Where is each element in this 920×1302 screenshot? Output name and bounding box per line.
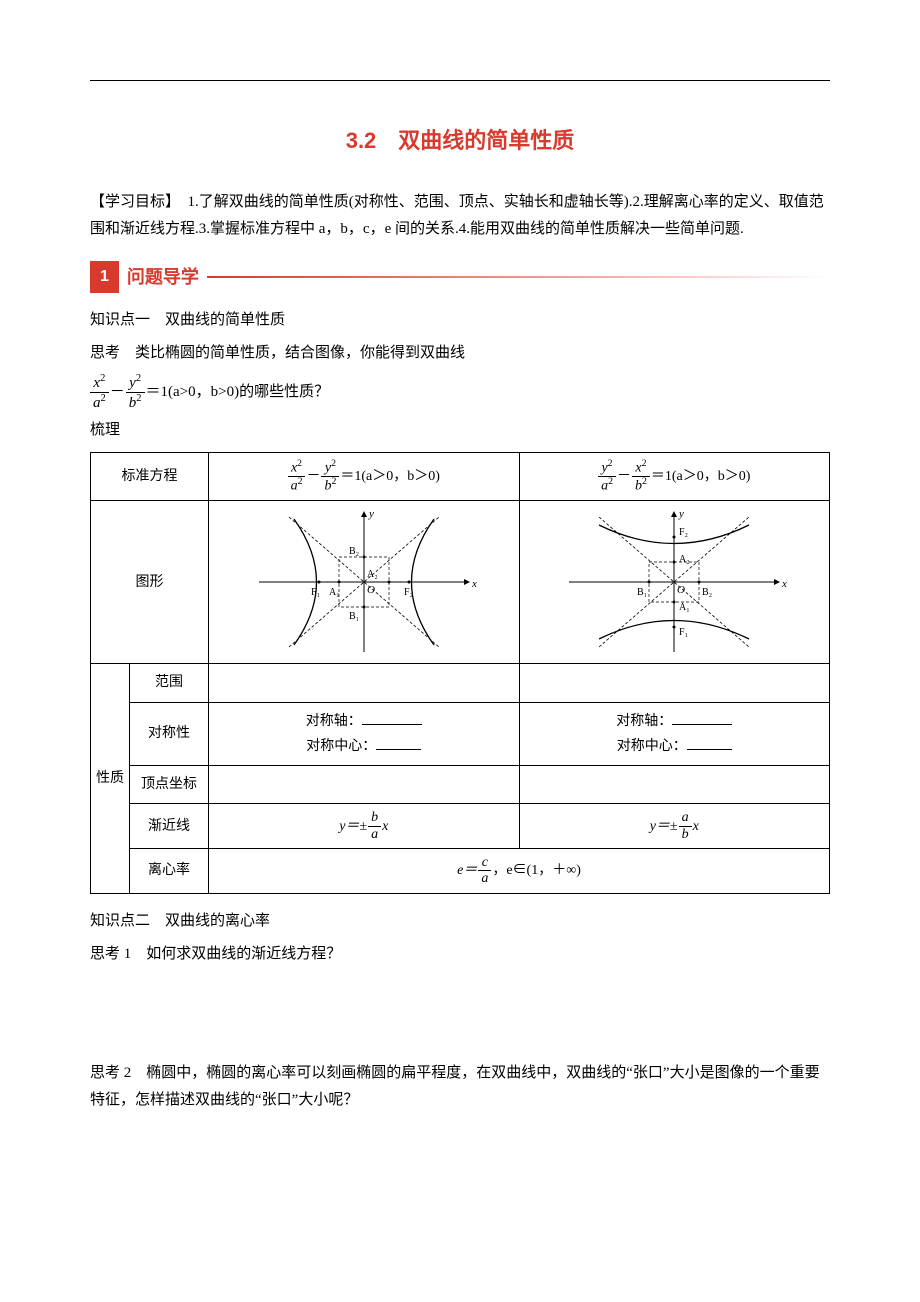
svg-text:A₂: A₂ (367, 569, 378, 580)
section-gradient-line (207, 276, 830, 278)
asymptote-label: 渐近线 (130, 804, 209, 849)
eccentricity-value: e＝ ca ，e∈(1，＋∞) (209, 849, 830, 894)
svg-text:F₂: F₂ (679, 527, 688, 538)
row-vertex: 顶点坐标 (91, 766, 830, 804)
asymptote-1: y＝± ba x (209, 804, 520, 849)
symmetry-2: 对称轴： 对称中心： (519, 702, 830, 765)
page: 3.2 双曲线的简单性质 【学习目标】 1.了解双曲线的简单性质(对称性、范围、… (0, 0, 920, 1302)
think-text: 类比椭圆的简单性质，结合图像，你能得到双曲线 (120, 345, 465, 361)
objectives-label: 【学习目标】 (90, 194, 173, 210)
symmetry-label: 对称性 (130, 702, 209, 765)
eccentricity-label: 离心率 (130, 849, 209, 894)
svg-text:F₂: F₂ (404, 587, 413, 598)
hyperbola-vertical-svg: x y O F₂ F₁ A₂ A₁ B₁ B₂ (559, 507, 789, 657)
properties-table: 标准方程 x2a2 － y2b2 ＝1(a＞0，b＞0) y2a2 － x2b2… (90, 452, 830, 893)
minus-sign: － (110, 379, 125, 406)
svg-text:B₂: B₂ (349, 546, 359, 557)
knowledge-point-1-heading: 知识点一 双曲线的简单性质 (90, 307, 830, 334)
think-1: 思考 1 如何求双曲线的渐近线方程？ (90, 941, 830, 968)
property-group-label: 性质 (91, 664, 130, 893)
think-prompt: 思考 类比椭圆的简单性质，结合图像，你能得到双曲线 (90, 340, 830, 367)
comb-label: 梳理 (90, 417, 830, 444)
section-number: 1 (90, 261, 119, 294)
blank-field (672, 710, 732, 725)
hyperbola-equation: x2a2 － y2b2 ＝1(a>0，b>0)的哪些性质？ (90, 373, 830, 411)
graph-label: 图形 (91, 501, 209, 664)
hyperbola-horizontal-svg: x y O F₁ F₂ A₁ A₂ B₂ (249, 507, 479, 657)
range-1 (209, 664, 520, 702)
svg-text:A₁: A₁ (329, 587, 340, 598)
svg-text:x: x (471, 578, 477, 590)
eq-tail: ＝1(a>0，b>0)的哪些性质？ (146, 379, 330, 406)
row-standard-eq: 标准方程 x2a2 － y2b2 ＝1(a＞0，b＞0) y2a2 － x2b2… (91, 453, 830, 501)
std-eq-2: y2a2 － x2b2 ＝1(a＞0，b＞0) (519, 453, 830, 501)
section-label: 问题导学 (119, 261, 207, 293)
think2-text: 椭圆中，椭圆的离心率可以刻画椭圆的扁平程度，在双曲线中，双曲线的“张口”大小是图… (90, 1065, 820, 1108)
svg-text:x: x (781, 578, 787, 590)
top-rule (90, 80, 830, 81)
svg-text:B₁: B₁ (349, 611, 359, 622)
row-range: 性质 范围 (91, 664, 830, 702)
vertex-label: 顶点坐标 (130, 766, 209, 804)
knowledge-point-2-heading: 知识点二 双曲线的离心率 (90, 908, 830, 935)
graph-vertical: x y O F₂ F₁ A₂ A₁ B₁ B₂ (519, 501, 830, 664)
think1-text: 如何求双曲线的渐近线方程？ (131, 946, 341, 962)
blank-field (376, 735, 421, 750)
blank-field (687, 735, 732, 750)
svg-text:F₁: F₁ (679, 627, 688, 638)
svg-text:A₁: A₁ (679, 602, 690, 613)
row-asymptote: 渐近线 y＝± ba x y＝± ab x (91, 804, 830, 849)
blank-space (90, 974, 830, 1054)
symmetry-1: 对称轴： 对称中心： (209, 702, 520, 765)
std-eq-1: x2a2 － y2b2 ＝1(a＞0，b＞0) (209, 453, 520, 501)
svg-text:F₁: F₁ (311, 587, 320, 598)
row-graph: 图形 x y O (91, 501, 830, 664)
objectives-text: 1.了解双曲线的简单性质(对称性、范围、顶点、实轴长和虚轴长等).2.理解离心率… (90, 194, 824, 237)
learning-objectives: 【学习目标】 1.了解双曲线的简单性质(对称性、范围、顶点、实轴长和虚轴长等).… (90, 189, 830, 243)
row-eccentricity: 离心率 e＝ ca ，e∈(1，＋∞) (91, 849, 830, 894)
range-2 (519, 664, 830, 702)
asymptote-2: y＝± ab x (519, 804, 830, 849)
svg-text:y: y (368, 508, 374, 520)
fraction-x2-a2: x2a2 (90, 373, 109, 411)
std-eq-label: 标准方程 (91, 453, 209, 501)
vertex-2 (519, 766, 830, 804)
blank-field (362, 710, 422, 725)
think-label: 思考 (90, 345, 120, 361)
range-label: 范围 (130, 664, 209, 702)
vertex-1 (209, 766, 520, 804)
section-band: 1 问题导学 (90, 261, 830, 294)
svg-text:B₁: B₁ (637, 587, 647, 598)
svg-text:y: y (678, 508, 684, 520)
think2-label: 思考 2 (90, 1065, 131, 1081)
row-symmetry: 对称性 对称轴： 对称中心： 对称轴： 对称中心： (91, 702, 830, 765)
think-2: 思考 2 椭圆中，椭圆的离心率可以刻画椭圆的扁平程度，在双曲线中，双曲线的“张口… (90, 1060, 830, 1114)
fraction-y2-b2: y2b2 (126, 373, 145, 411)
document-title: 3.2 双曲线的简单性质 (90, 121, 830, 161)
think1-label: 思考 1 (90, 946, 131, 962)
svg-text:A₂: A₂ (679, 554, 690, 565)
graph-horizontal: x y O F₁ F₂ A₁ A₂ B₂ (209, 501, 520, 664)
svg-text:B₂: B₂ (702, 587, 712, 598)
